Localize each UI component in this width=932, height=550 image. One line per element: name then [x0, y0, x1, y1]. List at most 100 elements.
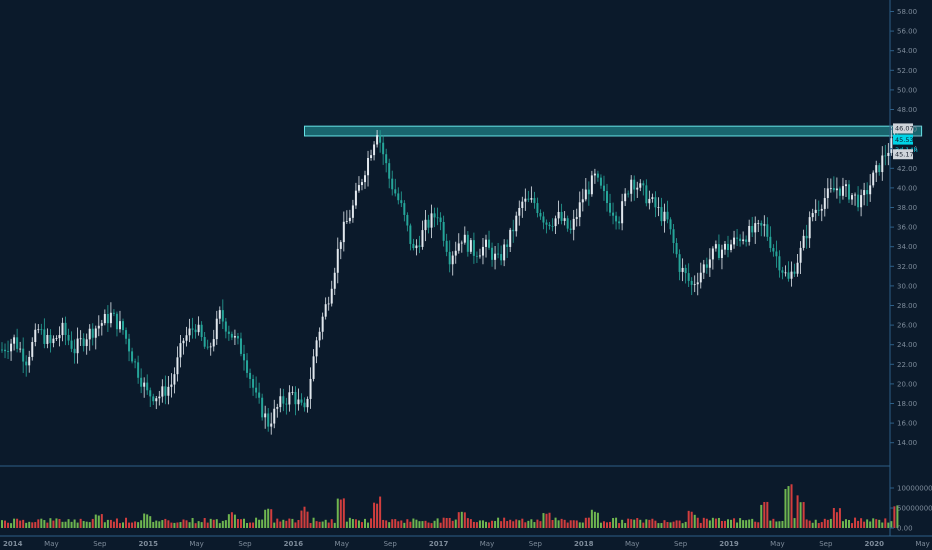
candle-body: [312, 356, 315, 379]
candle-body: [714, 244, 717, 249]
volume-bar: [872, 518, 875, 528]
volume-bar: [633, 519, 636, 528]
candle-body: [448, 251, 451, 265]
volume-bar: [660, 523, 663, 528]
candle-body: [693, 284, 696, 286]
candle-body: [748, 226, 751, 242]
candle-body: [606, 191, 608, 204]
volume-bar: [521, 518, 524, 528]
candle-body: [503, 244, 506, 261]
candle-body: [388, 163, 391, 179]
volume-bar: [606, 522, 608, 528]
candle-body: [285, 403, 288, 405]
volume-bar: [512, 521, 515, 528]
candle-body: [554, 218, 557, 227]
candle-body: [64, 322, 67, 335]
volume-bar: [557, 520, 560, 528]
volume-bar: [394, 519, 397, 528]
volume-bar: [530, 519, 533, 528]
candle-body: [642, 183, 645, 186]
candle-body: [85, 339, 88, 347]
candle-body: [357, 185, 360, 191]
volume-bar: [255, 517, 258, 528]
candle-body: [763, 224, 766, 226]
candle-body: [34, 329, 37, 343]
volume-bar: [727, 519, 729, 528]
volume-bar: [218, 523, 221, 528]
volume-bar: [112, 521, 115, 528]
volume-bar: [418, 521, 421, 528]
volume-bar: [239, 519, 242, 528]
price-tick-label: 38.00: [897, 204, 917, 212]
time-tick-label: May: [189, 540, 203, 548]
candle-body: [869, 185, 872, 195]
volume-bar: [863, 521, 866, 528]
candle-body: [512, 229, 515, 232]
volume-bar: [596, 512, 599, 528]
candle-body: [97, 325, 100, 329]
volume-bar: [16, 518, 19, 528]
candle-body: [506, 244, 509, 247]
candle-body: [890, 138, 893, 153]
candle-body: [615, 215, 618, 222]
volume-bar: [345, 521, 348, 528]
volume-bar: [164, 518, 167, 528]
volume-bar: [645, 519, 648, 528]
volume-bar: [243, 518, 245, 528]
price-tick-label: 22.00: [897, 361, 917, 369]
volume-bar: [134, 521, 137, 528]
volume-bar: [46, 522, 49, 528]
resistance-zone-rect: [304, 125, 923, 137]
volume-axis[interactable]: 100000000.00 50000000.00 0.00: [890, 485, 932, 533]
volume-bar: [421, 521, 424, 528]
volume-bar: [85, 521, 88, 528]
candle-body: [215, 318, 218, 340]
candle-body: [246, 360, 249, 373]
price-badge-label: 46.07: [895, 125, 914, 133]
volume-bar: [424, 520, 427, 528]
candle-body: [787, 272, 790, 279]
volume-bar: [518, 520, 521, 528]
volume-bar: [128, 522, 131, 528]
volume-bar: [357, 520, 360, 528]
candle-body: [875, 165, 878, 173]
volume-bar: [282, 519, 285, 528]
volume-bar: [693, 514, 696, 528]
time-axis[interactable]: 2014 May Sep 2015 May Sep 2016 May Sep 2017 May Sep…: [3, 540, 932, 548]
volume-bar: [360, 522, 363, 528]
volume-bar: [817, 523, 820, 528]
volume-bar: [427, 522, 430, 528]
candle-body: [170, 384, 173, 387]
volume-bar: [488, 522, 491, 528]
volume-bar: [97, 515, 100, 528]
volume-bar: [730, 519, 733, 528]
candle-body: [463, 234, 466, 243]
volume-tick-label: 100000000.00: [897, 485, 932, 493]
candle-body: [775, 251, 778, 257]
volume-bar: [630, 519, 633, 528]
volume-bar: [748, 519, 751, 528]
volume-bar: [176, 522, 179, 528]
candle-body: [76, 338, 79, 354]
volume-bar: [829, 518, 832, 528]
candle-body: [354, 190, 357, 206]
volume-bar: [28, 521, 31, 528]
candle-body: [814, 209, 817, 214]
volume-bar: [678, 520, 681, 528]
volume-bar: [524, 522, 527, 528]
volume-bar: [814, 519, 817, 528]
volume-bar: [312, 517, 315, 528]
volume-bar: [131, 522, 134, 528]
candle-body: [497, 253, 500, 255]
candle-body: [37, 329, 40, 331]
candle-body: [191, 328, 194, 330]
candle-body: [109, 312, 112, 324]
volume-bar: [784, 488, 787, 528]
candle-body: [566, 218, 569, 229]
volume-bar: [327, 522, 330, 528]
volume-tick-label: 0.00: [897, 525, 913, 533]
volume-bar: [509, 519, 512, 528]
candle-body: [687, 273, 690, 281]
